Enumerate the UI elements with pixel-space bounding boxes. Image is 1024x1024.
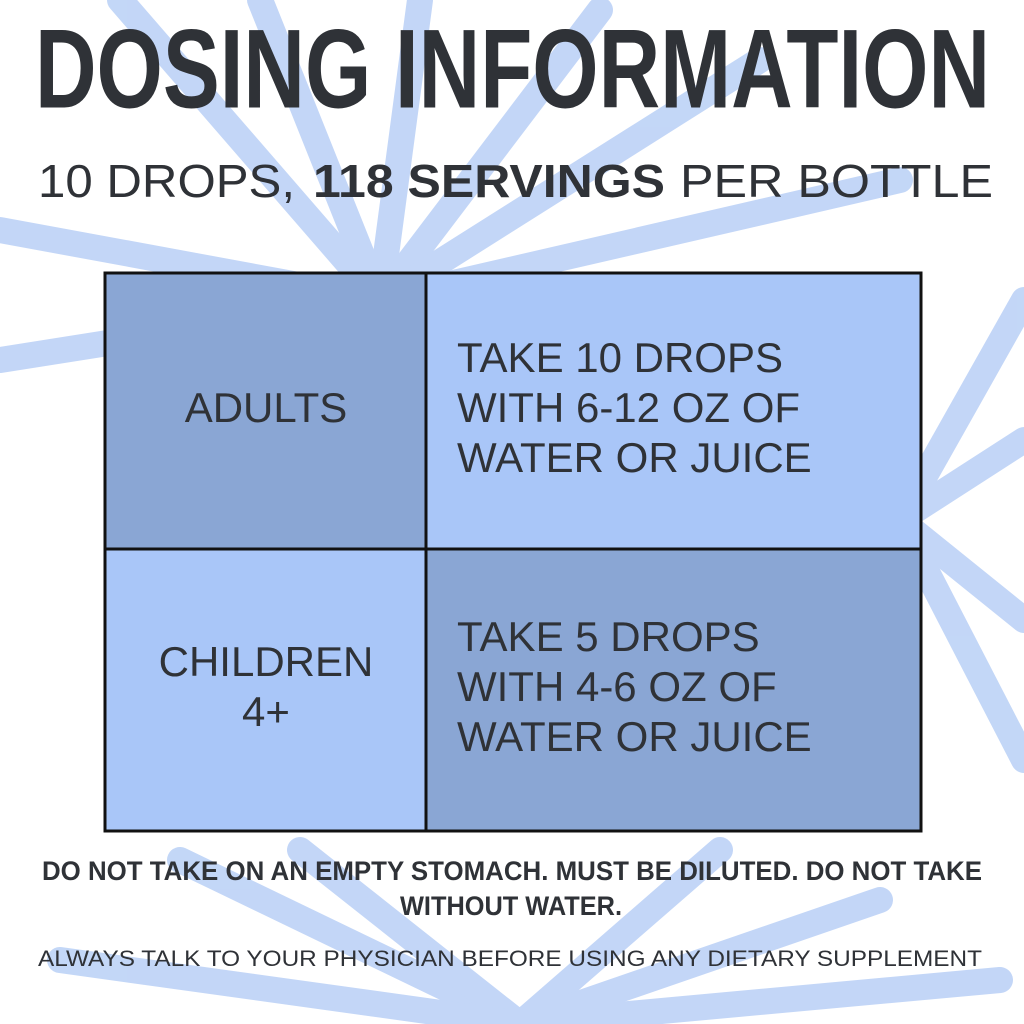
table-cell <box>105 273 426 549</box>
notes: DO NOT TAKE ON AN EMPTY STOMACH. MUST BE… <box>38 856 982 971</box>
group-label: ADULTS <box>185 384 348 431</box>
subtitle-bold: 118 SERVINGS <box>313 155 665 207</box>
dose-instruction: WITH 4-6 OZ OF <box>457 663 777 710</box>
dose-instruction: WATER OR JUICE <box>457 713 812 760</box>
group-label: CHILDREN <box>159 638 374 685</box>
warning: DO NOT TAKE ON AN EMPTY STOMACH. MUST BE… <box>42 856 982 886</box>
table-border <box>103 271 923 833</box>
group-label: 4+ <box>242 688 290 735</box>
warning: WITHOUT WATER. <box>400 891 622 921</box>
table-cell <box>426 273 921 549</box>
subtitle: 10 DROPS, <box>38 155 295 207</box>
dose-instruction: TAKE 10 DROPS <box>457 334 783 381</box>
table-cell <box>105 549 426 831</box>
dose-instruction: WITH 6-12 OZ OF <box>457 384 800 431</box>
title: DOSING INFORMATION <box>35 7 990 132</box>
subtitle: PER BOTTLE <box>680 155 993 207</box>
table-cell <box>426 549 921 831</box>
dose-instruction: WATER OR JUICE <box>457 434 812 481</box>
dose-instruction: TAKE 5 DROPS <box>457 613 760 660</box>
footer-note: ALWAYS TALK TO YOUR PHYSICIAN BEFORE USI… <box>38 946 982 971</box>
